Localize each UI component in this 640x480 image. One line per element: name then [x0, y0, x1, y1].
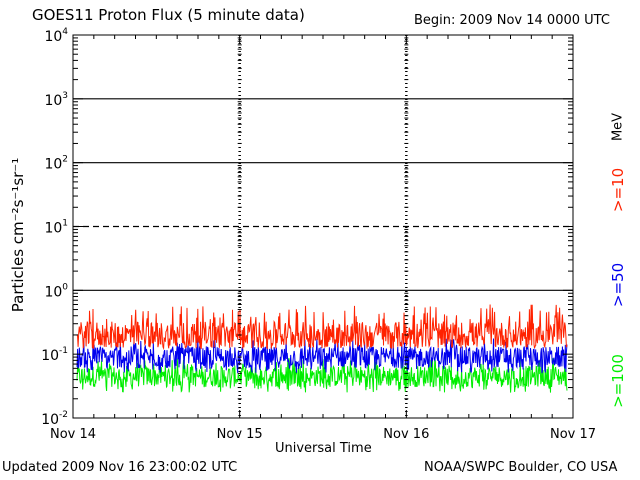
legend-series-2: >=50: [609, 262, 627, 308]
legend-series-3: >=100: [609, 354, 627, 408]
plot-grid: [73, 35, 573, 418]
x-axis-ticks: Nov 14 Nov 15 Nov 16 Nov 17: [50, 35, 596, 442]
begin-time-label: Begin: 2009 Nov 14 0000 UTC: [414, 13, 610, 28]
chart-title: GOES11 Proton Flux (5 minute data): [32, 6, 305, 24]
x-axis-title: Universal Time: [275, 441, 372, 456]
y-axis-ticks: 10-2 10-1 100 101 102 103 104: [41, 27, 573, 428]
data-source-label: NOAA/SWPC Boulder, CO USA: [424, 460, 618, 475]
y-tick-label-0: 10-2: [41, 410, 68, 428]
updated-timestamp: Updated 2009 Nov 16 23:00:02 UTC: [2, 460, 238, 475]
y-tick-label-6: 104: [44, 27, 68, 45]
series-line-1: [76, 304, 568, 351]
series-line-2: [76, 337, 568, 374]
x-tick-label-0: Nov 14: [50, 427, 96, 442]
x-tick-label-2: Nov 16: [383, 427, 429, 442]
x-tick-label-3: Nov 17: [550, 427, 596, 442]
x-tick-label-1: Nov 15: [217, 427, 263, 442]
plot-series: [76, 304, 568, 393]
y-tick-label-4: 102: [44, 155, 68, 173]
unit-label-mev: MeV: [610, 112, 626, 142]
series-line-3: [76, 357, 568, 393]
y-tick-label-5: 103: [44, 91, 68, 109]
y-axis-title: Particles cm⁻²s⁻¹sr⁻¹: [9, 157, 27, 313]
y-tick-label-1: 10-1: [41, 346, 68, 364]
legend-series-1: >=10: [609, 167, 627, 213]
y-tick-label-3: 101: [44, 219, 68, 237]
y-tick-label-2: 100: [44, 282, 68, 300]
